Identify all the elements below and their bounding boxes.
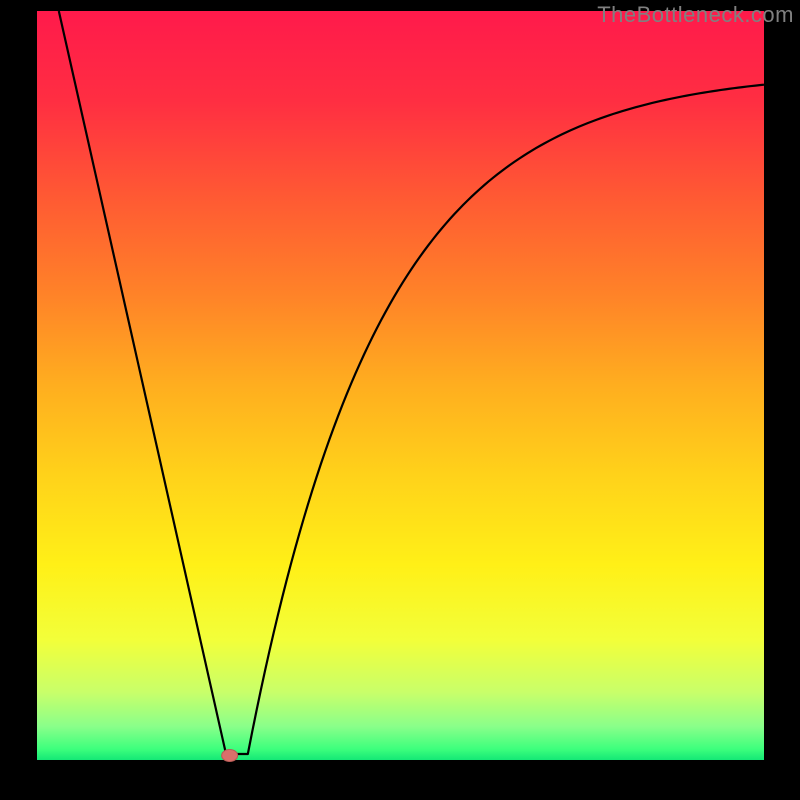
bottleneck-chart (0, 0, 800, 800)
chart-frame: TheBottleneck.com (0, 0, 800, 800)
minimum-marker (222, 750, 238, 762)
watermark-text: TheBottleneck.com (597, 2, 794, 28)
